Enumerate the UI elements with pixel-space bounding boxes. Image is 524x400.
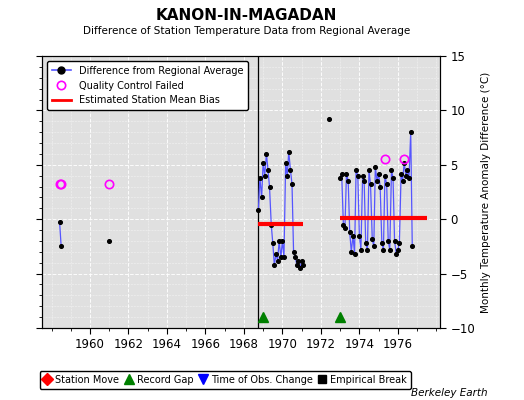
Point: [56, 219, 64, 226]
Point: [342, 170, 351, 177]
Point: [105, 238, 114, 244]
Point: [352, 167, 361, 174]
Point: [57, 243, 66, 250]
Point: [362, 240, 370, 246]
Point: [277, 254, 285, 260]
Point: [281, 160, 290, 166]
Text: Berkeley Earth: Berkeley Earth: [411, 388, 487, 398]
Point: [280, 254, 288, 260]
Point: [389, 175, 397, 181]
Point: [381, 172, 389, 179]
Point: [369, 243, 378, 250]
Point: [257, 194, 266, 201]
Point: [408, 243, 417, 250]
Point: [347, 249, 355, 255]
Point: [395, 240, 403, 246]
Point: [376, 183, 384, 190]
Point: [400, 160, 408, 166]
Point: [397, 170, 405, 177]
Point: [337, 170, 346, 177]
Point: [403, 167, 412, 174]
Point: [357, 246, 365, 253]
Point: [275, 238, 283, 244]
Point: [299, 262, 308, 268]
Point: [341, 225, 349, 231]
Text: KANON-IN-MAGADAN: KANON-IN-MAGADAN: [156, 8, 337, 23]
Point: [285, 148, 293, 155]
Point: [387, 167, 396, 174]
Point: [371, 164, 379, 170]
Point: [394, 246, 402, 253]
Point: [272, 251, 280, 257]
Point: [289, 249, 298, 255]
Point: [345, 229, 354, 236]
Point: [260, 172, 269, 179]
Point: [325, 116, 333, 122]
Point: [349, 232, 357, 239]
Point: [298, 257, 306, 264]
Point: [386, 246, 394, 253]
Point: [379, 246, 388, 253]
Point: [294, 257, 302, 264]
Point: [398, 178, 407, 184]
Text: Difference of Station Temperature Data from Regional Average: Difference of Station Temperature Data f…: [83, 26, 410, 36]
Point: [383, 181, 391, 188]
Point: [274, 257, 282, 264]
Point: [366, 181, 375, 188]
Point: [375, 170, 383, 177]
Point: [360, 178, 368, 184]
Point: [264, 167, 272, 174]
Point: [278, 238, 287, 244]
Point: [354, 172, 362, 179]
Point: [292, 262, 301, 268]
Point: [390, 238, 399, 244]
Point: [363, 246, 372, 253]
Point: [373, 178, 381, 184]
Point: [407, 129, 415, 135]
Point: [270, 262, 279, 268]
Y-axis label: Monthly Temperature Anomaly Difference (°C): Monthly Temperature Anomaly Difference (…: [481, 71, 491, 313]
Point: [283, 172, 291, 179]
Point: [254, 207, 263, 214]
Point: [392, 251, 400, 257]
Point: [267, 222, 276, 228]
Point: [355, 232, 364, 239]
Point: [402, 172, 410, 179]
Point: [365, 167, 373, 174]
Point: [339, 222, 347, 228]
Point: [286, 167, 294, 174]
Point: [296, 265, 304, 271]
Point: [256, 175, 264, 181]
Point: [336, 175, 344, 181]
Point: [351, 251, 359, 257]
Point: [405, 175, 413, 181]
Point: [368, 236, 376, 242]
Point: [288, 181, 296, 188]
Point: [384, 238, 392, 244]
Point: [344, 178, 353, 184]
Legend: Station Move, Record Gap, Time of Obs. Change, Empirical Break: Station Move, Record Gap, Time of Obs. C…: [39, 371, 411, 389]
Point: [259, 160, 267, 166]
Point: [378, 240, 386, 246]
Point: [262, 151, 270, 157]
Point: [291, 254, 300, 260]
Point: [265, 183, 274, 190]
Point: [269, 240, 277, 246]
Point: [358, 172, 367, 179]
